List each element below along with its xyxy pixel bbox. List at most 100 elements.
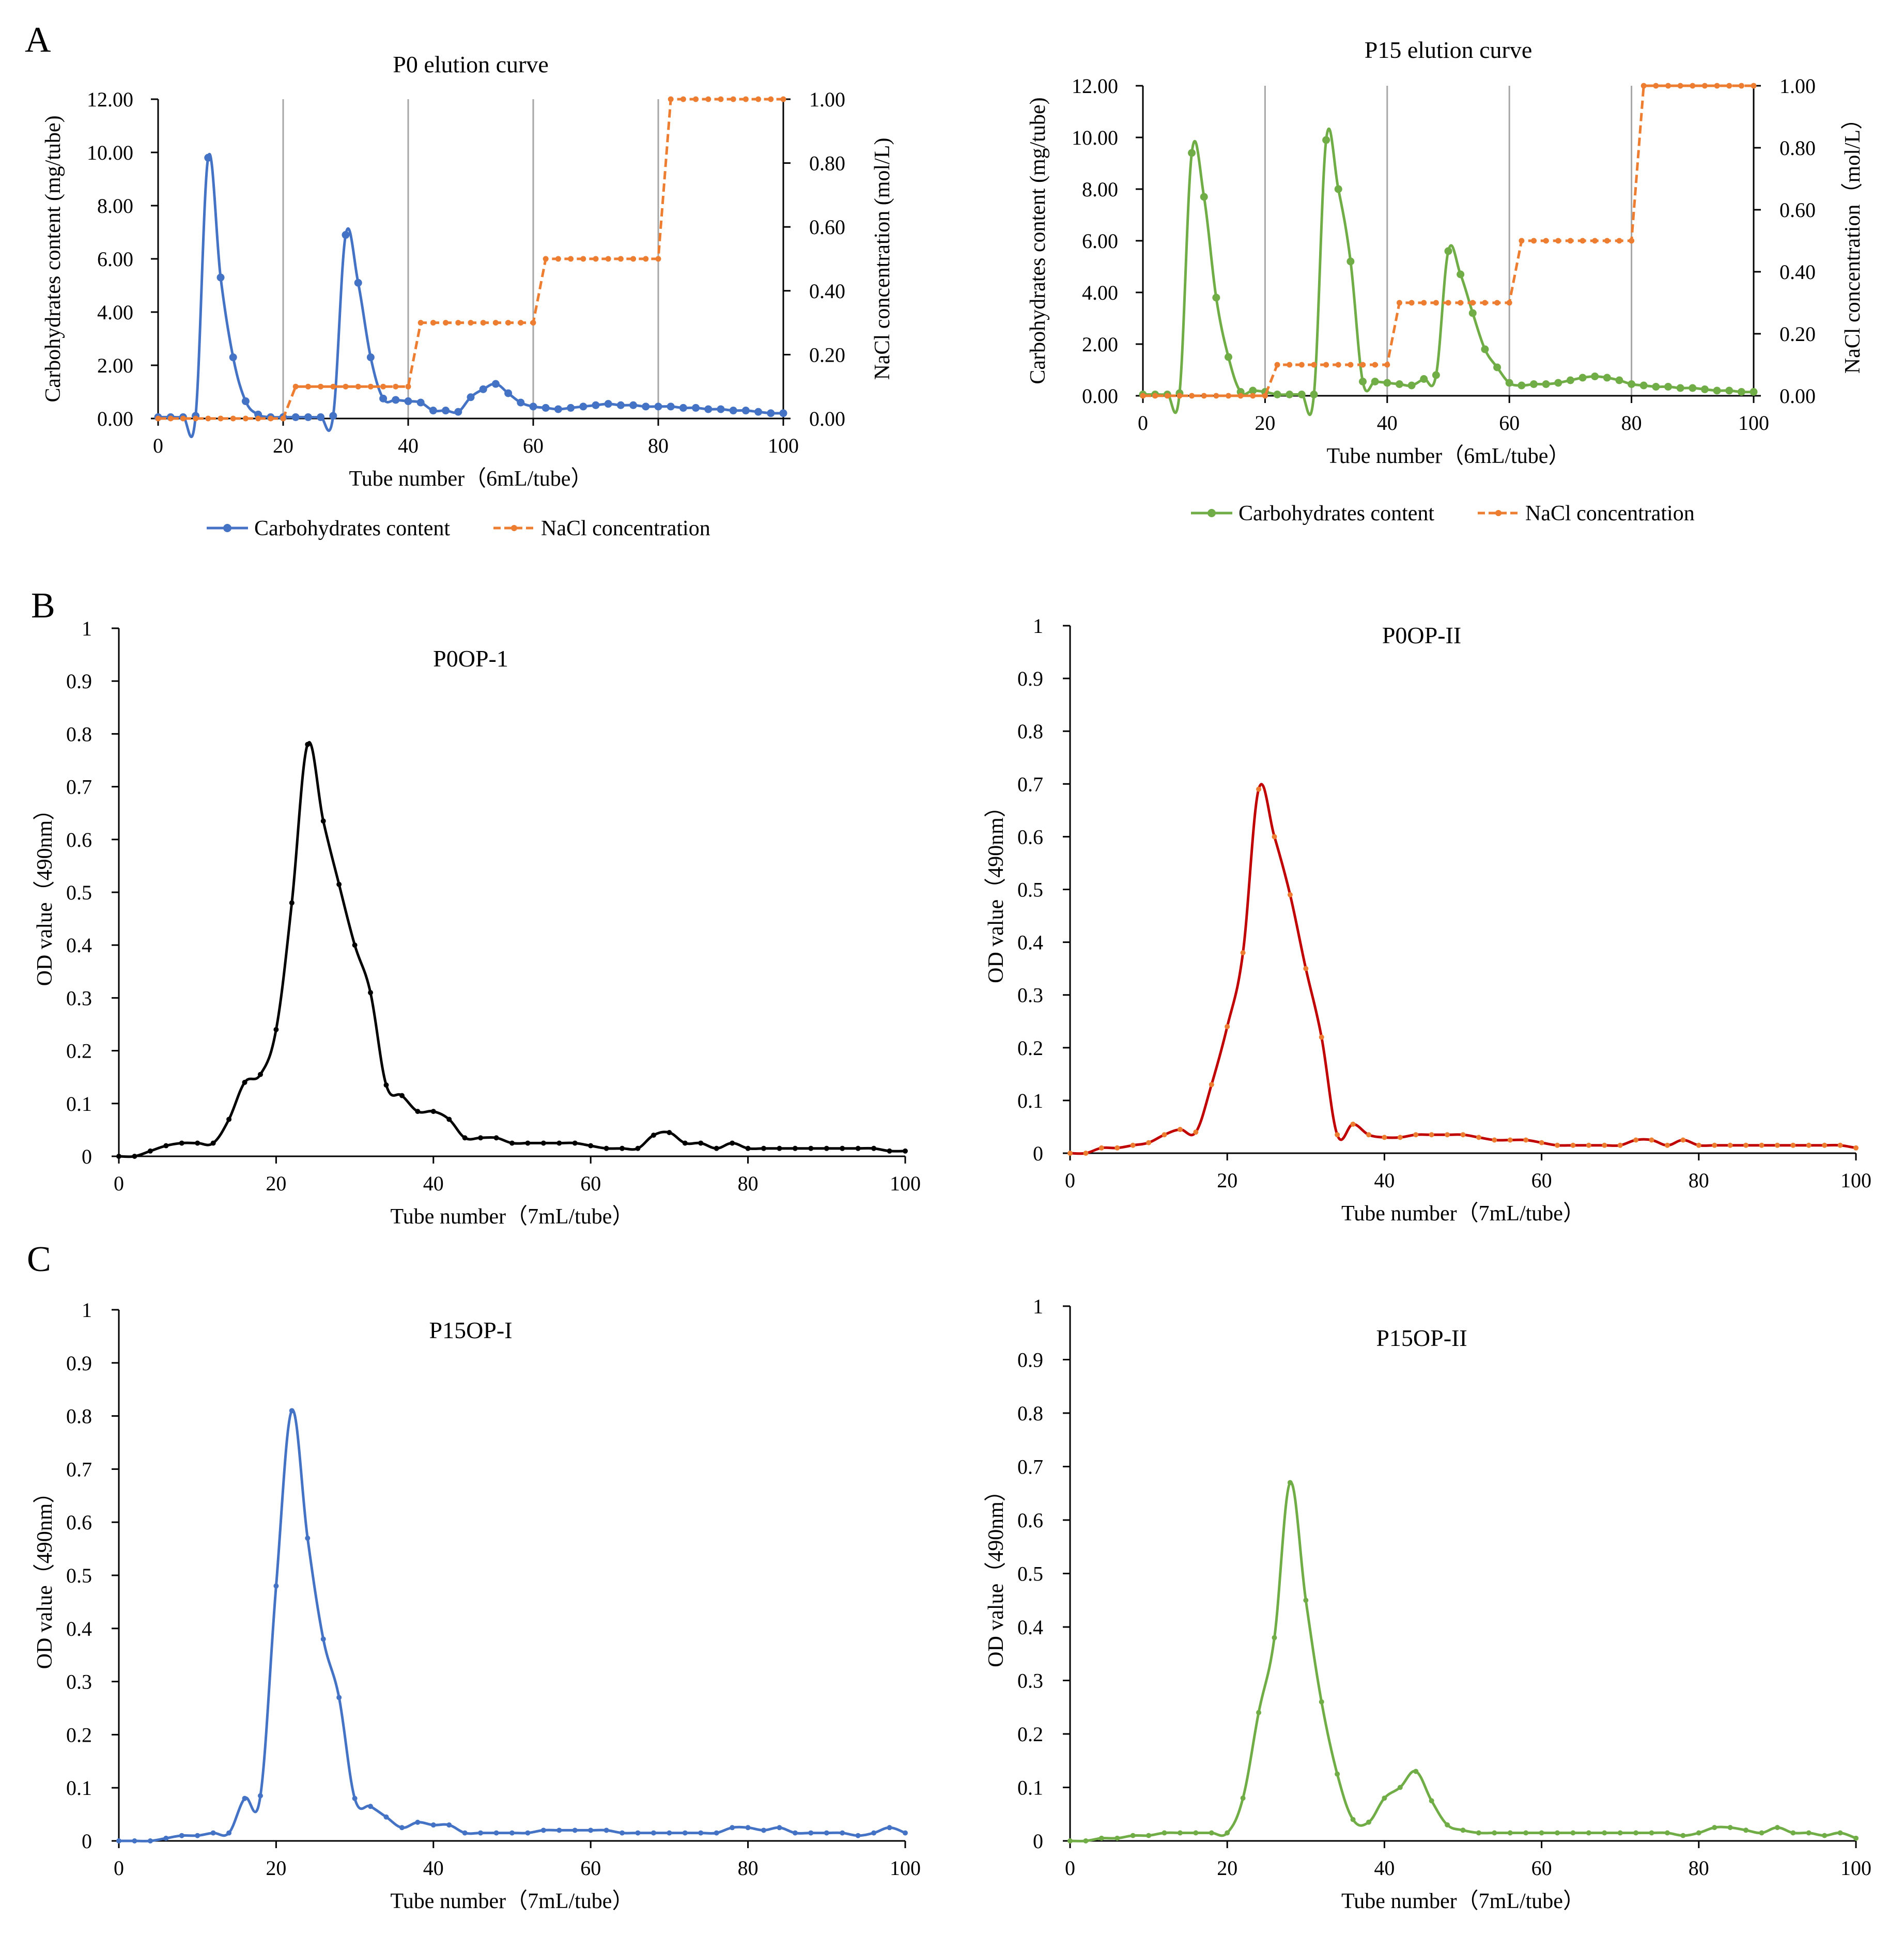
data-point-carbohydrates: [291, 413, 300, 421]
data-point-carbohydrates: [1493, 363, 1501, 371]
data-point: [572, 1140, 578, 1146]
data-point-carbohydrates: [604, 400, 612, 408]
data-point: [1460, 1827, 1466, 1833]
data-point: [651, 1830, 656, 1836]
data-point-carbohydrates: [491, 380, 500, 388]
series-line-carbohydrates: [158, 152, 784, 439]
data-point: [430, 1822, 436, 1828]
data-point: [478, 1830, 484, 1836]
data-point: [320, 1636, 326, 1642]
series-line-nacl: [1143, 84, 1754, 397]
data-point: [745, 1825, 751, 1831]
data-point-nacl: [1458, 300, 1464, 306]
data-point: [1649, 1830, 1654, 1836]
data-point: [1445, 1822, 1450, 1827]
data-point: [1225, 1830, 1230, 1836]
data-point-nacl: [417, 320, 424, 326]
data-point: [1806, 1830, 1812, 1836]
data-point: [289, 900, 295, 906]
data-point: [399, 1093, 405, 1098]
x-tick-label: 60: [1531, 1856, 1552, 1880]
x-tick-label: 100: [768, 434, 799, 457]
data-point-nacl: [255, 415, 261, 422]
y-tick-label: 0.7: [1017, 1455, 1043, 1479]
data-point-nacl: [1482, 300, 1488, 306]
data-point: [462, 1830, 468, 1836]
data-point-carbohydrates: [592, 401, 600, 409]
data-point-nacl: [693, 96, 699, 102]
data-point-carbohydrates: [616, 401, 625, 409]
data-point: [1287, 892, 1293, 897]
data-point-carbohydrates: [304, 413, 312, 421]
data-point: [1256, 1710, 1262, 1715]
y-tick-label: 1: [82, 617, 92, 640]
data-point-carbohydrates: [1249, 386, 1257, 395]
y-tick-label: 1: [1033, 614, 1043, 638]
data-point: [1209, 1830, 1214, 1836]
data-point: [1240, 950, 1246, 956]
data-point-nacl: [718, 96, 724, 102]
data-point: [368, 990, 374, 996]
y-tick-label: 0.00: [1082, 384, 1118, 408]
data-point: [1146, 1833, 1152, 1838]
data-point: [824, 1830, 829, 1836]
data-point: [1822, 1142, 1828, 1148]
data-point-nacl: [1714, 83, 1720, 89]
data-point: [855, 1833, 861, 1838]
x-axis-label: Tube number（6mL/tube）: [1327, 444, 1570, 468]
legend-label: Carbohydrates content: [1239, 502, 1434, 525]
data-point: [289, 1408, 295, 1414]
data-point: [588, 1827, 594, 1833]
data-point-nacl: [668, 96, 674, 102]
data-point: [132, 1154, 137, 1159]
data-point: [1837, 1830, 1843, 1836]
data-point-nacl: [1189, 393, 1195, 399]
data-point: [1382, 1795, 1387, 1801]
series-line: [118, 741, 906, 1158]
data-point-nacl: [1311, 362, 1317, 368]
data-point: [1366, 1819, 1371, 1825]
y-tick-label: 0: [82, 1145, 92, 1168]
x-tick-label: 0: [1138, 411, 1148, 435]
x-tick-label: 60: [1531, 1169, 1552, 1192]
data-point: [1397, 1135, 1403, 1140]
data-point: [493, 1135, 499, 1141]
series-line: [119, 1408, 906, 1842]
data-point: [1303, 1598, 1309, 1603]
y-tick-label: 0.6: [1017, 825, 1043, 848]
data-point-nacl: [1237, 393, 1244, 399]
y-tick-label: 0.2: [1017, 1723, 1043, 1746]
x-tick-label: 80: [738, 1172, 758, 1195]
data-point: [1633, 1830, 1639, 1836]
data-point: [1602, 1830, 1607, 1836]
data-point-carbohydrates: [1383, 379, 1391, 387]
y-axis-label: OD value（490nm）: [984, 1480, 1008, 1667]
data-point-carbohydrates: [1518, 381, 1526, 390]
y2-tick-label: 0.00: [1779, 384, 1816, 408]
data-point-carbohydrates: [467, 393, 475, 401]
data-point-nacl: [1152, 393, 1158, 399]
y-axis-label: OD value（490nm）: [33, 1482, 57, 1669]
data-point-nacl: [555, 256, 561, 262]
y-tick-label: 0.9: [1017, 667, 1043, 690]
data-point: [352, 1795, 358, 1801]
data-point: [242, 1795, 247, 1801]
data-point-nacl: [305, 383, 311, 390]
x-tick-label: 0: [1065, 1169, 1075, 1192]
panel-letter-a: A: [25, 20, 51, 60]
data-point-carbohydrates: [1529, 380, 1538, 388]
y-tick-label: 2.00: [1082, 333, 1118, 356]
data-point-carbohydrates: [704, 405, 713, 413]
chart-p15op-i: P15OP-I 0 0.1 0.2 0.3 0.4 0.5 0.6 0.7 0.8 0.9 1 0 20 4…: [33, 1298, 921, 1913]
data-point-carbohydrates: [1542, 380, 1550, 388]
data-point: [792, 1145, 798, 1151]
data-point: [871, 1830, 877, 1836]
data-point-nacl: [1177, 393, 1183, 399]
x-tick-label: 80: [1689, 1856, 1709, 1880]
data-point-carbohydrates: [1664, 383, 1673, 391]
data-point: [556, 1140, 562, 1146]
y-axis-label: Carbohydrates content (mg/tube): [41, 115, 65, 402]
data-point-nacl: [343, 383, 349, 390]
data-point-nacl: [742, 96, 749, 102]
data-point: [1790, 1142, 1796, 1148]
